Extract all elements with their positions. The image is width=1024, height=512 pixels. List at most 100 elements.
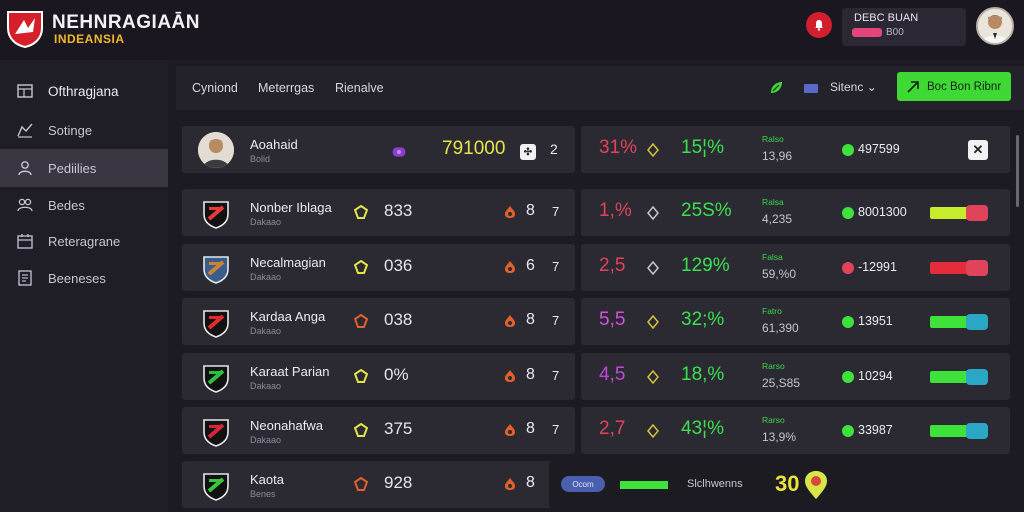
chart-icon [17, 123, 33, 138]
shield-logo-icon[interactable] [6, 8, 44, 48]
status-dot-icon [842, 316, 854, 328]
stats-panel: 5,5 32;% Fatro 61,390 13951 [581, 298, 1010, 345]
metric-value: 13,9% [762, 430, 797, 444]
stats-panel: 4,5 18,% Rarso 25,S85 10294 [581, 353, 1010, 400]
win-rate: 43¦% [681, 418, 724, 439]
tab-overview[interactable]: Cyniond [192, 81, 238, 95]
score-value: 791000 [442, 138, 506, 159]
person-avatar-icon [978, 9, 1012, 43]
trend-bar [930, 262, 970, 274]
metric-label: Ralso [762, 134, 784, 144]
status-dot-icon [842, 207, 854, 219]
metric-value: 61,390 [762, 321, 799, 335]
table-row[interactable]: Neonahafwa Dakaao 375 8 7 2,7 43¦% Rarso 13,9% 33… [182, 407, 1010, 454]
tab-results[interactable]: Rienalve [335, 81, 384, 95]
count-value: 8 [526, 366, 535, 383]
summary-label: Slclhwenns [687, 478, 743, 490]
win-rate: 25S% [681, 200, 732, 221]
table-row[interactable]: Kardaa Anga Dakaao 038 8 7 5,5 32;% Fatro 61,390… [182, 298, 1010, 345]
notification-button[interactable] [806, 12, 832, 38]
team-panel: Neonahafwa Dakaao 375 8 7 [182, 407, 575, 454]
document-icon [18, 270, 32, 286]
team-subtitle: Dakaao [250, 272, 282, 282]
shield-small-icon [354, 260, 368, 274]
bell-icon [815, 20, 823, 31]
sidebar-item-label: Beeneses [48, 270, 106, 286]
toggle-button[interactable] [966, 423, 988, 439]
toggle-button[interactable] [966, 205, 988, 221]
sidebar-item-business[interactable]: Beeneses [0, 259, 168, 297]
player-photo [198, 132, 234, 168]
percent-change: 2,5 [599, 255, 626, 276]
sidebar-item-profiles[interactable]: Pediilies [0, 149, 168, 187]
stats-panel: 2,5 129% Falsa 59,%0 -12991 [581, 244, 1010, 291]
table-row[interactable]: Necalmagian Dakaao 036 6 7 2,5 129% Falsa 59,%0 -… [182, 244, 1010, 291]
sidebar-item-settings[interactable]: Sotinge [0, 111, 168, 149]
fire-icon [505, 206, 515, 218]
trend-bar [930, 207, 970, 219]
table-row[interactable]: Kaota Benes 928 8 [182, 461, 1010, 508]
price-value: 10294 [858, 369, 893, 383]
diamond-icon [647, 206, 659, 220]
team-crest-icon [203, 419, 229, 447]
price-value: 8001300 [858, 205, 907, 219]
primary-action-label: Boc Bon Ribnr [927, 80, 1002, 93]
table-row[interactable]: Nonber Iblaga Dakaao 833 8 7 1,% 25S% Ralsa 4,23… [182, 189, 1010, 236]
primary-action-button[interactable]: Boc Bon Ribnr [897, 72, 1011, 101]
leaf-icon[interactable] [768, 80, 784, 96]
team-panel: Kardaa Anga Dakaao 038 8 7 [182, 298, 575, 345]
status-dot-icon [842, 371, 854, 383]
count-value-secondary: 7 [552, 313, 560, 328]
brand-title: NEHNRAGIAĀN [52, 12, 200, 33]
status-dot-icon [842, 262, 854, 274]
close-icon[interactable]: ✕ [968, 140, 988, 160]
percent-change: 5,5 [599, 309, 626, 330]
user-card[interactable]: DEBC BUAN B00 [842, 8, 966, 46]
stat-value: 833 [384, 201, 413, 220]
sidebar-item-label: Sotinge [48, 122, 93, 138]
users-icon [18, 161, 32, 176]
metric-label: Fatro [762, 306, 782, 316]
team-crest-icon [203, 310, 229, 338]
stat-value: 928 [384, 473, 413, 492]
brand-subtitle: INDEANSIA [54, 32, 125, 46]
trend-bar [930, 371, 970, 383]
percent-change: 1,% [599, 200, 632, 221]
count-value-secondary: 7 [552, 368, 560, 383]
sidebar-item-schedule[interactable]: Reteragrane [0, 222, 168, 260]
stat-value: 375 [384, 419, 413, 438]
metric-value: 13,96 [762, 149, 793, 163]
stat-value: 036 [384, 256, 413, 275]
filter-select[interactable]: Sitenc ⌄ [830, 80, 877, 94]
fire-icon [505, 315, 515, 327]
team-name: Karaat Parian [250, 364, 330, 379]
diamond-icon [647, 261, 659, 275]
win-rate: 32;% [681, 309, 725, 330]
metric-value: 25,S85 [762, 376, 801, 390]
team-panel: Aoahaid Bolid 791000 ✣ 2 [182, 126, 575, 173]
team-subtitle: Benes [250, 489, 276, 499]
team-crest-icon [203, 365, 229, 393]
avatar[interactable] [976, 7, 1014, 45]
table-row[interactable]: Aoahaid Bolid 791000 ✣ 2 31% 15¦% Ralso 13,96 497… [182, 126, 1010, 173]
sidebar-item-label: Bedes [48, 197, 85, 213]
price-value: 497599 [858, 142, 900, 156]
scrollbar[interactable] [1016, 135, 1019, 207]
fire-icon [505, 370, 515, 382]
toggle-button[interactable] [966, 369, 988, 385]
diamond-icon [647, 424, 659, 438]
summary-pill-button[interactable]: Ocom [561, 476, 605, 492]
toggle-button[interactable] [966, 260, 988, 276]
table-row[interactable]: Karaat Parian Dakaao 0% 8 7 4,5 18,% Rarso 25,S8… [182, 353, 1010, 400]
sidebar-item-dashboard[interactable]: Ofthragjana [0, 72, 168, 110]
badge-icon [392, 147, 406, 157]
metric-label: Ralsa [762, 197, 784, 207]
sidebar-item-teams[interactable]: Bedes [0, 186, 168, 224]
map-pin-icon[interactable] [803, 470, 829, 500]
diamond-icon [647, 143, 659, 157]
summary-progress-bar [620, 481, 668, 489]
tab-matches[interactable]: Meterrgas [258, 81, 315, 95]
diamond-icon [647, 370, 659, 384]
toggle-button[interactable] [966, 314, 988, 330]
summary-bar: Ocom Slclhwenns 30 [549, 461, 853, 508]
